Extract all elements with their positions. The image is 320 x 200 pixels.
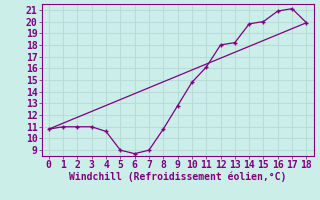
X-axis label: Windchill (Refroidissement éolien,°C): Windchill (Refroidissement éolien,°C) — [69, 172, 286, 182]
